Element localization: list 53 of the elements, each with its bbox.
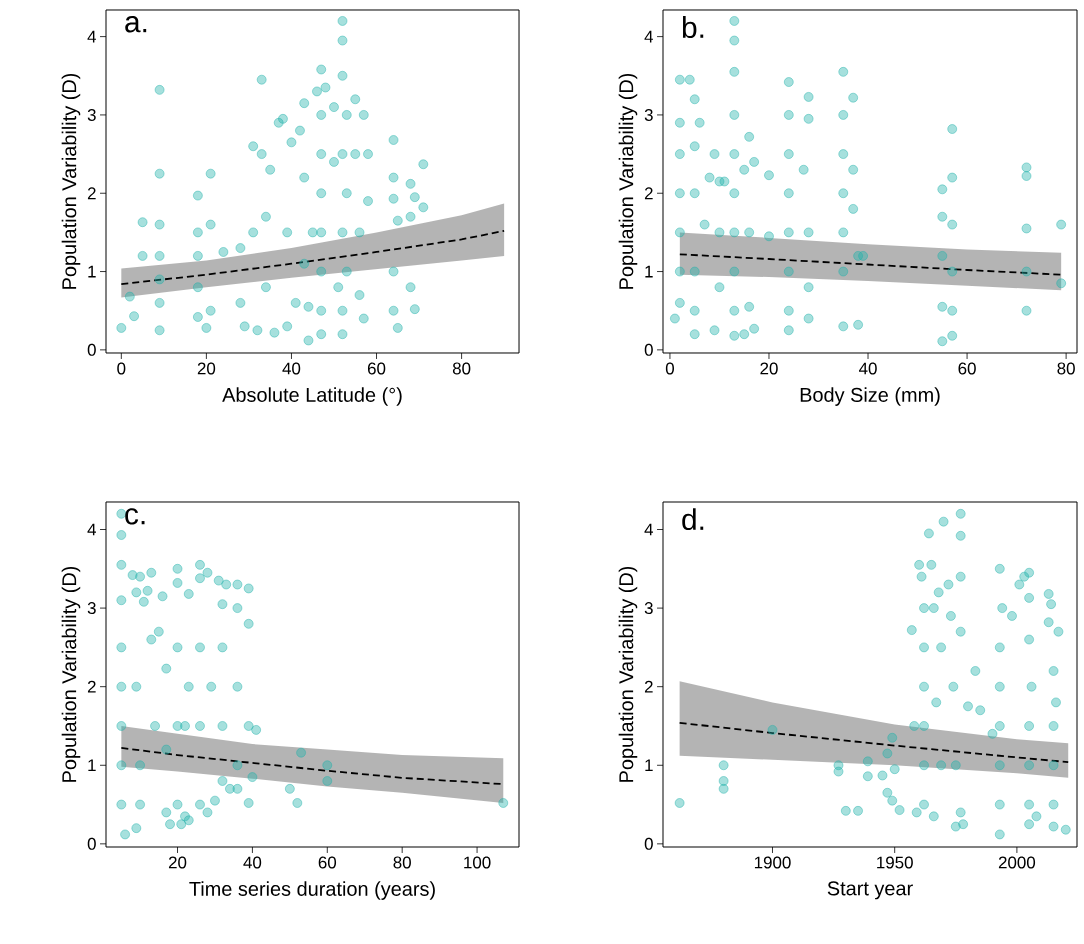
x-tick-label: 0 [665,362,674,375]
x-tick-label: 60 [367,362,386,375]
x-tick-label: 60 [318,856,337,869]
x-axis-title: Start year [827,881,913,900]
chart-title: d. [682,508,704,531]
x-tick-label: 40 [243,856,262,869]
x-tick-label: 80 [1057,362,1075,375]
line-series [120,229,506,285]
y-tick-label: 2 [644,187,653,200]
x-tick-label: 40 [282,362,301,375]
y-tick-label: 4 [644,523,654,536]
x-tick-label: 1950 [877,856,913,869]
y-tick-label: 0 [644,343,653,356]
y-tick-label: 3 [644,602,653,615]
x-tick-label: 80 [393,856,411,869]
y-tick-label: 2 [644,680,653,693]
y-tick-label: 4 [87,523,97,536]
y-axis-title: Population Variability (D) [618,566,638,782]
x-tick-label: 2000 [998,856,1036,869]
y-tick-label: 1 [645,759,653,772]
chart-title: b. [682,16,704,39]
x-axis-title: Absolute Latitude (°) [222,387,402,406]
x-tick-label: 1900 [754,856,791,869]
x-axis-title: Time series duration (years) [189,881,435,900]
line-series [678,253,1063,276]
chart-title: c. [125,508,145,525]
x-tick-label: 0 [117,362,126,375]
y-tick-label: 4 [644,30,654,43]
x-tick-label: 20 [197,362,216,375]
y-tick-label: 4 [87,30,96,43]
x-tick-label: 60 [958,362,976,375]
y-tick-label: 3 [87,108,96,121]
y-tick-label: 0 [87,837,96,850]
y-tick-label: 0 [644,837,653,850]
y-tick-label: 1 [88,759,96,772]
y-axis-title: Population Variability (D) [618,73,638,289]
y-axis-title: Population Variability (D) [61,73,81,289]
y-tick-label: 2 [87,680,96,693]
x-tick-label: 40 [859,362,877,375]
y-axis-title: Population Variability (D) [61,566,81,782]
chart-title: a. [125,16,147,33]
y-tick-label: 1 [645,265,653,278]
y-tick-label: 1 [88,265,96,278]
x-tick-label: 100 [464,856,491,869]
x-tick-label: 20 [760,362,778,375]
y-tick-label: 3 [87,602,96,615]
y-tick-label: 0 [87,343,96,356]
y-tick-label: 3 [644,108,653,121]
line-series [678,721,1070,764]
y-tick-label: 2 [87,187,96,200]
x-tick-label: 80 [452,362,471,375]
x-tick-label: 20 [168,856,187,869]
x-axis-title: Body Size (mm) [800,387,940,406]
